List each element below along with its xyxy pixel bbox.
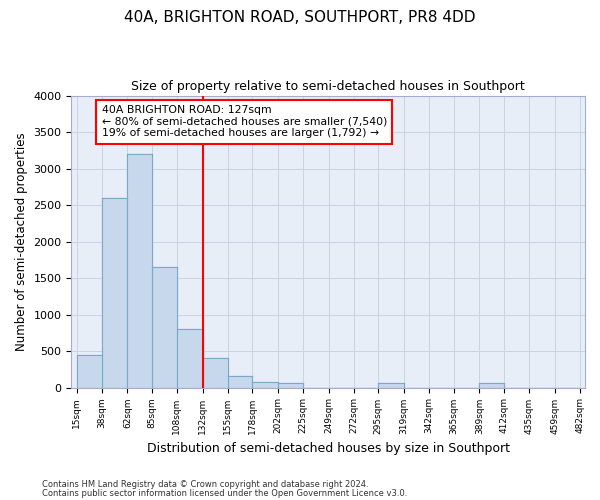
Text: Contains public sector information licensed under the Open Government Licence v3: Contains public sector information licen… [42,490,407,498]
Text: Contains HM Land Registry data © Crown copyright and database right 2024.: Contains HM Land Registry data © Crown c… [42,480,368,489]
Title: Size of property relative to semi-detached houses in Southport: Size of property relative to semi-detach… [131,80,525,93]
Y-axis label: Number of semi-detached properties: Number of semi-detached properties [15,132,28,351]
Text: 40A, BRIGHTON ROAD, SOUTHPORT, PR8 4DD: 40A, BRIGHTON ROAD, SOUTHPORT, PR8 4DD [124,10,476,25]
X-axis label: Distribution of semi-detached houses by size in Southport: Distribution of semi-detached houses by … [147,442,510,455]
Text: 40A BRIGHTON ROAD: 127sqm
← 80% of semi-detached houses are smaller (7,540)
19% : 40A BRIGHTON ROAD: 127sqm ← 80% of semi-… [101,105,387,138]
